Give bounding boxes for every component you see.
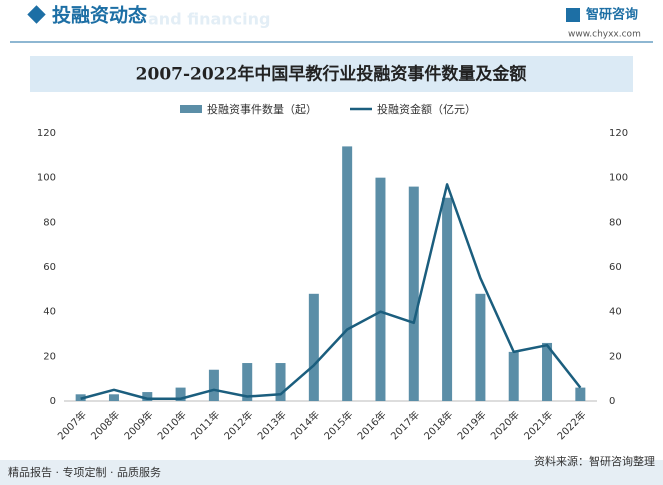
y2-tick-label: 40 bbox=[609, 307, 622, 318]
y-tick-label: 60 bbox=[43, 262, 56, 273]
y2-tick-label: 120 bbox=[609, 128, 628, 139]
bar bbox=[575, 387, 586, 401]
y2-tick-label: 80 bbox=[609, 217, 622, 228]
y2-tick-label: 20 bbox=[609, 351, 622, 362]
y-tick-label: 80 bbox=[43, 217, 56, 228]
bar bbox=[475, 293, 486, 401]
y2-tick-label: 100 bbox=[609, 173, 628, 184]
y2-tick-label: 60 bbox=[609, 262, 622, 273]
bar bbox=[442, 197, 453, 401]
bar bbox=[342, 146, 353, 401]
y2-tick-label: 0 bbox=[609, 396, 615, 407]
footer-left: 精品报告 · 专项定制 · 品质服务 bbox=[8, 465, 161, 479]
bar bbox=[108, 394, 119, 401]
bar bbox=[142, 392, 153, 401]
bar bbox=[175, 387, 186, 401]
chart-title: 2007-2022年中国早教行业投融资事件数量及金额 bbox=[136, 64, 527, 85]
bar bbox=[242, 363, 253, 401]
bar bbox=[208, 369, 219, 401]
footer-bar bbox=[0, 460, 663, 485]
bar bbox=[308, 293, 319, 401]
legend-label: 投融资事件数量（起） bbox=[207, 102, 317, 116]
y-tick-label: 20 bbox=[43, 351, 56, 362]
line bbox=[80, 183, 582, 401]
url: www.chyxx.com bbox=[568, 30, 641, 40]
footer-right: 资料来源：智研咨询整理 bbox=[534, 454, 655, 468]
bar bbox=[542, 342, 553, 401]
header-subtitle: and financing bbox=[148, 10, 270, 29]
legend-label: 投融资金额（亿元） bbox=[377, 102, 476, 116]
y-tick-label: 0 bbox=[50, 396, 56, 407]
y-tick-label: 100 bbox=[37, 173, 56, 184]
y-tick-label: 40 bbox=[43, 307, 56, 318]
bar bbox=[408, 186, 419, 401]
bar bbox=[275, 363, 286, 401]
bar bbox=[375, 177, 386, 401]
legend-swatch bbox=[180, 105, 202, 113]
brand: 智研咨询 bbox=[586, 7, 638, 23]
y-tick-label: 120 bbox=[37, 128, 56, 139]
title-banner bbox=[30, 56, 633, 92]
header-title: 投融资动态 bbox=[52, 4, 147, 27]
logo-icon bbox=[566, 8, 580, 22]
bar bbox=[508, 351, 519, 401]
